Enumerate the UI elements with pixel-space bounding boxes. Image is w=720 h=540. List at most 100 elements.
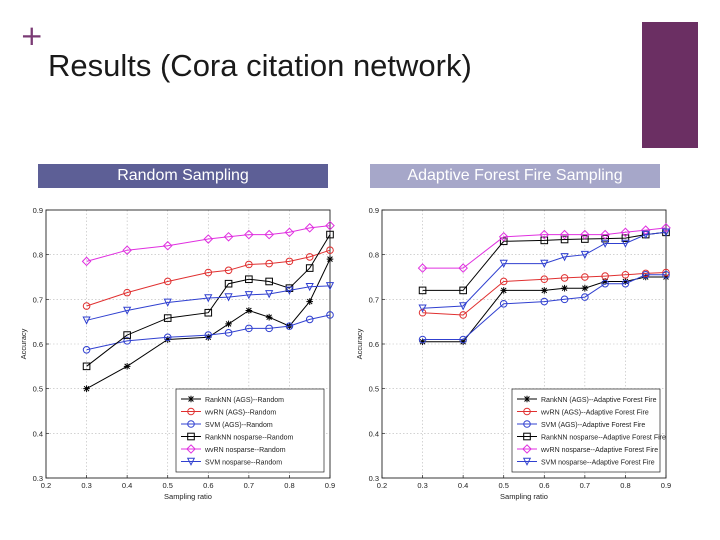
data-point-s3 [204, 331, 213, 339]
data-point-s2 [499, 277, 508, 286]
x-tick-label: 0.7 [580, 481, 590, 490]
data-point-s1 [265, 313, 273, 321]
data-point-s4 [265, 277, 273, 286]
x-axis-label: Sampling ratio [500, 492, 548, 501]
data-point-s6 [621, 239, 630, 248]
x-tick-label: 0.3 [81, 481, 91, 490]
legend-swatch-marker [187, 432, 195, 441]
legend-swatch-marker [187, 395, 195, 403]
legend-entry: RankNN (AGS)--Random [205, 397, 284, 404]
data-point-s6 [601, 239, 610, 248]
data-point-s5 [600, 229, 610, 240]
data-point-s1 [500, 287, 508, 294]
data-point-s6 [204, 294, 213, 303]
data-point-s1 [245, 307, 253, 314]
data-point-s3 [326, 311, 334, 319]
data-point-s6 [285, 286, 294, 295]
series-line-1 [86, 258, 331, 390]
data-point-s4 [418, 286, 427, 295]
y-tick-label: 0.7 [369, 295, 379, 304]
series-line-5 [86, 225, 331, 262]
data-point-s2 [285, 257, 294, 266]
x-tick-label: 0.8 [620, 481, 630, 490]
data-point-s2 [163, 277, 172, 286]
slide-title: Results (Cora citation network) [48, 48, 472, 83]
data-point-s4 [499, 237, 508, 246]
data-point-s3 [621, 279, 630, 288]
data-point-s6 [560, 253, 569, 262]
data-point-s3 [601, 279, 609, 288]
series-line-3 [422, 274, 666, 340]
data-point-s4 [245, 275, 253, 284]
legend-swatch-marker [523, 395, 531, 403]
data-point-s3 [123, 337, 131, 345]
x-tick-label: 0.5 [162, 481, 172, 490]
data-point-s3 [459, 335, 467, 344]
legend-swatch-marker [522, 457, 532, 466]
data-point-s6 [641, 230, 650, 239]
data-point-s3 [560, 295, 569, 304]
series-line-4 [422, 231, 667, 291]
series-line-3 [86, 314, 331, 351]
y-tick-label: 0.8 [369, 251, 379, 260]
data-point-s5 [559, 229, 570, 240]
legend-swatch-marker [522, 444, 532, 454]
data-point-s4 [540, 236, 549, 245]
data-point-s6 [540, 259, 549, 269]
legend-swatch-marker [523, 432, 531, 441]
y-tick-label: 0.7 [33, 295, 43, 304]
data-point-s5 [661, 223, 671, 233]
data-point-s5 [264, 229, 274, 240]
legend-entry: SVM nosparse--Adaptive Forest Fire [541, 459, 655, 466]
data-point-s3 [82, 346, 91, 354]
data-point-s5 [284, 227, 295, 238]
data-point-s4 [581, 235, 589, 243]
x-tick-label: 0.7 [244, 481, 254, 490]
legend-entry: wvRN (AGS)--Random [204, 409, 276, 416]
data-point-s5 [122, 245, 132, 256]
legend-swatch-marker [187, 420, 195, 428]
data-point-s4 [204, 308, 213, 317]
data-point-s3 [418, 335, 427, 344]
legend-entry: SVM (AGS)--Random [205, 422, 273, 429]
data-point-s2 [224, 266, 233, 275]
legend-swatch-marker [187, 407, 195, 416]
data-point-s3 [641, 270, 650, 279]
legend-swatch-marker [186, 444, 196, 454]
x-tick-label: 0.5 [498, 481, 508, 490]
y-tick-label: 0.3 [33, 474, 43, 483]
data-point-s4 [601, 234, 609, 243]
data-point-s2 [540, 275, 549, 284]
data-point-s6 [163, 298, 172, 307]
data-point-s5 [244, 229, 254, 240]
y-tick-label: 0.4 [369, 429, 379, 438]
data-point-s1 [164, 336, 172, 343]
data-point-s2 [123, 288, 131, 297]
y-tick-label: 0.5 [33, 385, 43, 394]
y-tick-label: 0.6 [369, 340, 379, 349]
data-point-s2 [326, 246, 334, 255]
label-adaptive-forest-fire: Adaptive Forest Fire Sampling [370, 164, 660, 188]
data-point-s2 [662, 268, 670, 277]
data-point-s4 [621, 234, 630, 242]
data-point-s2 [459, 311, 467, 319]
legend-entry: wvRN (AGS)--Adaptive Forest Fire [540, 409, 649, 416]
data-point-s5 [162, 240, 173, 251]
x-tick-label: 0.6 [203, 481, 213, 490]
legend-entry: SVM nosparse--Random [205, 459, 282, 466]
data-point-s4 [82, 362, 91, 371]
data-point-s2 [560, 274, 569, 282]
data-point-s1 [204, 334, 212, 341]
data-point-s4 [560, 235, 569, 244]
data-point-s3 [581, 293, 589, 301]
data-point-s2 [601, 272, 609, 280]
x-axis-label: Sampling ratio [164, 492, 212, 501]
data-point-s6 [265, 290, 274, 299]
data-point-s5 [325, 220, 335, 231]
data-point-s2 [204, 268, 213, 277]
data-point-s3 [245, 324, 253, 333]
legend-entry: RankNN (AGS)--Adaptive Forest Fire [541, 397, 657, 404]
series-line-2 [86, 249, 331, 307]
data-point-s2 [82, 302, 91, 310]
chart-random-sampling: 0.30.40.50.60.70.80.90.2 0.3 0.4 0.5 0.6 0.7 0… [19, 206, 335, 501]
